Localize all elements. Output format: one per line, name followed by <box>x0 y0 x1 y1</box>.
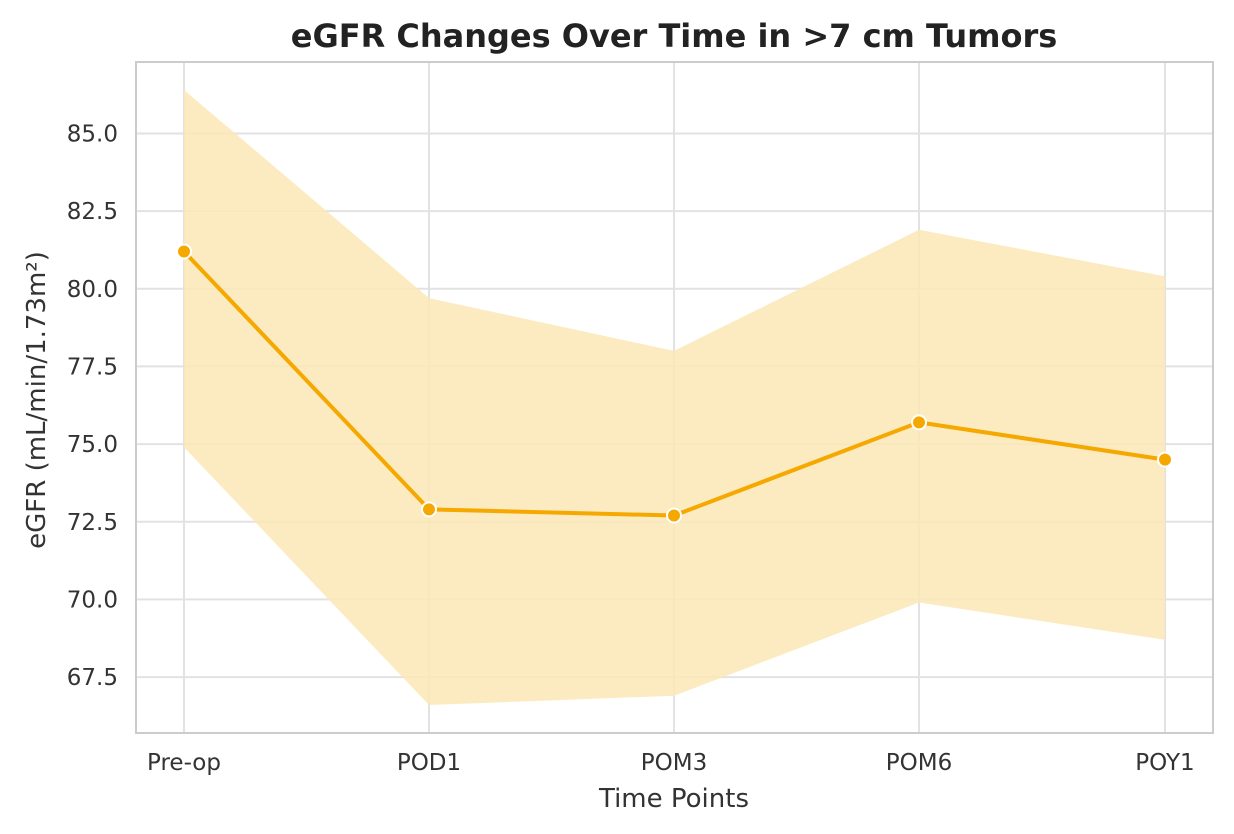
data-point <box>911 414 927 431</box>
confidence-band <box>184 89 1165 706</box>
y-tick-label: 80.0 <box>67 277 118 303</box>
y-tick-label: 85.0 <box>67 121 118 147</box>
y-tick-label: 72.5 <box>67 510 118 536</box>
x-tick-labels: Pre-op POD1 POM3 POM6 POY1 <box>147 750 1195 776</box>
y-tick-label: 82.5 <box>67 199 118 225</box>
y-tick-labels: 67.5 70.0 72.5 75.0 77.5 80.0 82.5 85.0 <box>67 121 118 691</box>
data-point <box>666 507 682 524</box>
y-tick-label: 77.5 <box>67 354 118 380</box>
data-point <box>176 243 192 260</box>
x-axis-label: Time Points <box>598 784 749 814</box>
x-tick-label: POM6 <box>886 750 952 776</box>
data-point <box>1157 451 1173 468</box>
y-tick-label: 75.0 <box>67 432 118 458</box>
x-tick-label: POD1 <box>397 750 461 776</box>
x-tick-label: POM3 <box>641 750 707 776</box>
y-tick-label: 67.5 <box>67 665 118 691</box>
y-axis-label: eGFR (mL/min/1.73m²) <box>22 251 52 549</box>
confidence-band-area <box>184 89 1165 706</box>
data-points <box>176 243 1173 524</box>
x-tick-label: POY1 <box>1135 750 1194 776</box>
x-tick-label: Pre-op <box>147 750 221 776</box>
chart-title: eGFR Changes Over Time in >7 cm Tumors <box>291 17 1058 55</box>
data-point <box>421 501 437 518</box>
y-tick-label: 70.0 <box>67 587 118 613</box>
plot-frame <box>135 61 1214 734</box>
